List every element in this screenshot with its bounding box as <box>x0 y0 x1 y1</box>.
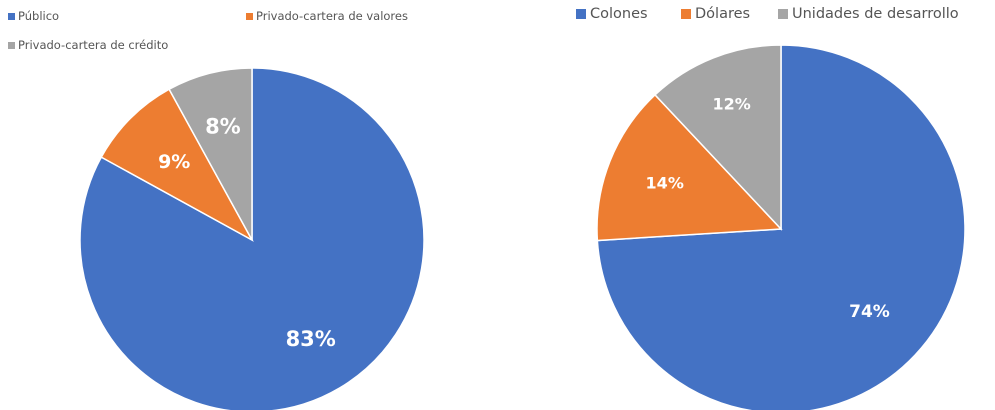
pie-slice <box>653 44 782 231</box>
slice-percent-label: 74% <box>849 302 890 322</box>
legend-swatch-icon <box>778 9 788 19</box>
legend-label: Privado-cartera de crédito <box>18 38 169 52</box>
legend-label: Colones <box>590 6 648 22</box>
pie-slice <box>168 67 253 241</box>
legend-label: Dólares <box>695 6 751 22</box>
legend-item-privado-credito: Privado-cartera de crédito <box>8 38 168 52</box>
right-pie-chart: 74% 14% 12% <box>596 44 966 410</box>
legend-label: Público <box>18 9 60 23</box>
legend-swatch-icon <box>8 41 15 49</box>
legend-label: Privado-cartera de valores <box>256 9 408 23</box>
legend-item-privado-valores: Privado-cartera de valores <box>246 9 408 23</box>
legend-item-unidades: Unidades de desarrollo <box>778 6 959 22</box>
legend-item-publico: Público <box>8 9 59 23</box>
legend-label: Unidades de desarrollo <box>792 6 959 22</box>
pie-slice <box>100 88 254 242</box>
legend-item-dolares: Dólares <box>681 6 750 22</box>
slice-percent-label: 8% <box>205 115 241 139</box>
slice-percent-label: 9% <box>158 151 190 173</box>
legend-swatch-icon <box>681 9 691 19</box>
legend-swatch-icon <box>8 12 15 20</box>
slice-percent-label: 83% <box>286 327 336 351</box>
legend-item-colones: Colones <box>576 6 648 22</box>
legend-swatch-icon <box>246 12 253 20</box>
left-pie-chart: 83% 9% 8% <box>79 67 425 410</box>
legend-swatch-icon <box>576 9 586 19</box>
pie-slice <box>596 93 783 242</box>
slice-percent-label: 14% <box>646 173 684 192</box>
slice-percent-label: 12% <box>712 95 750 114</box>
